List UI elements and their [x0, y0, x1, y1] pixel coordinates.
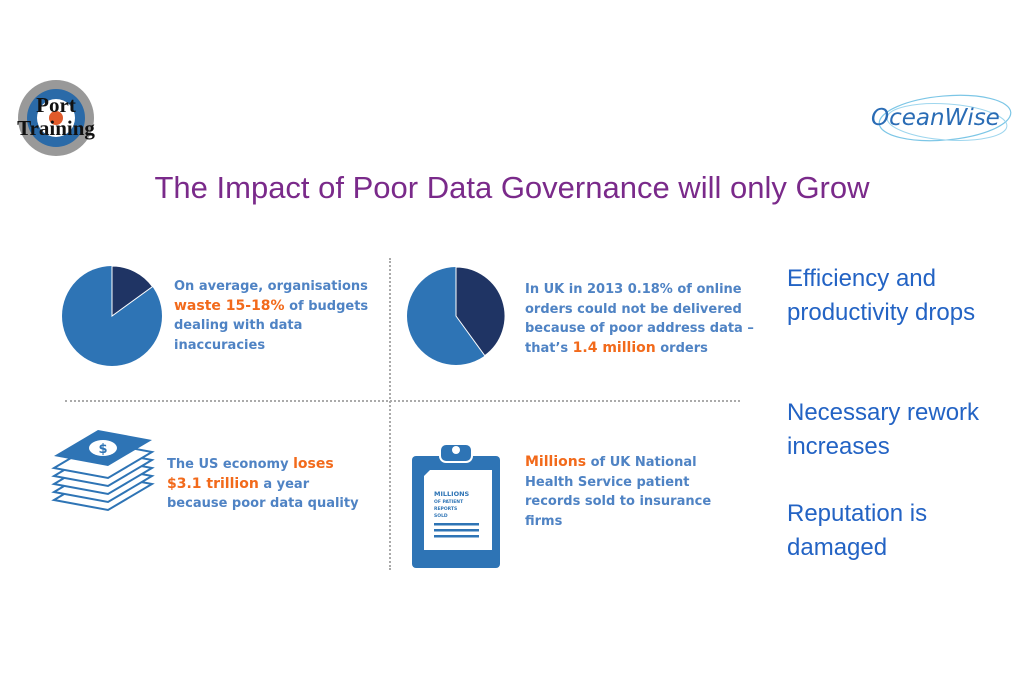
stat-text: The US economy [167, 457, 289, 472]
stat-highlight: waste 15-18% [174, 297, 285, 314]
svg-text:OF PATIENT: OF PATIENT [434, 499, 464, 505]
stat-nhs-records: Millions of UK National Health Service p… [525, 453, 715, 531]
impact-rework: Necessary rework increases [787, 399, 980, 460]
oceanwise-logo-text: OceanWise [871, 105, 1000, 131]
money-stack-icon: $ [48, 428, 156, 524]
stat-text: In UK in 2013 0.18% of online orders cou… [525, 282, 754, 356]
stat-text: orders [660, 340, 708, 356]
stat-text: of budgets dealing with data inaccuracie… [174, 298, 369, 353]
pie-slice-highlight [455, 267, 505, 357]
stat-highlight: Millions [525, 454, 587, 470]
port-training-logo-text: Port Training [17, 93, 95, 140]
svg-text:SOLD: SOLD [434, 513, 448, 519]
clipboard-icon: MILLIONS OF PATIENT REPORTS SOLD [412, 440, 502, 574]
pie-slice-highlight [111, 266, 154, 317]
svg-text:$: $ [98, 442, 107, 457]
stat-us-economy: The US economy loses $3.1 trillion a yea… [167, 455, 367, 514]
stat-undelivered-orders: In UK in 2013 0.18% of online orders cou… [525, 280, 765, 358]
stat-budget-waste: On average, organisations waste 15-18% o… [174, 277, 374, 355]
port-training-target-icon [18, 80, 94, 156]
stat-highlight: loses $3.1 trillion [167, 456, 334, 492]
svg-text:REPORTS: REPORTS [434, 506, 457, 512]
stat-text: On average, organisations [174, 279, 368, 294]
slide-title: The Impact of Poor Data Governance will … [154, 170, 870, 205]
impact-reputation: Reputation is damaged [787, 500, 928, 561]
pie-chart-undelivered-orders [407, 267, 505, 365]
stat-highlight: 1.4 million [572, 339, 656, 356]
horizontal-divider [65, 400, 740, 402]
pie-chart-budget-waste [62, 266, 162, 366]
vertical-divider [389, 258, 391, 570]
stat-text: of UK National Health Service patient re… [525, 455, 712, 529]
oceanwise-logo: OceanWise [865, 88, 1015, 150]
stat-text: a year because poor data quality [167, 476, 359, 512]
impact-efficiency: Efficiency and productivity drops [787, 265, 976, 326]
port-training-logo: Port Training [8, 78, 104, 158]
svg-text:MILLIONS: MILLIONS [434, 490, 470, 498]
